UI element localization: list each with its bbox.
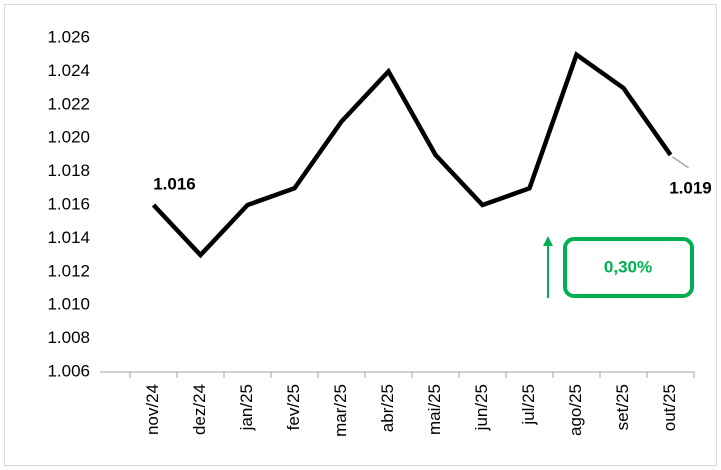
y-tick-label: 1.018 <box>47 161 90 180</box>
leader-line <box>672 156 689 169</box>
chart-border <box>4 4 717 466</box>
x-tick-label: mai/25 <box>425 384 444 435</box>
y-tick-label: 1.026 <box>47 27 90 46</box>
x-tick-label: jan/25 <box>237 384 256 431</box>
y-tick-label: 1.022 <box>47 94 90 113</box>
line <box>151 51 673 259</box>
arrow-head <box>543 236 553 246</box>
y-tick-label: 1.020 <box>47 128 90 147</box>
y-tick-label: 1.006 <box>47 361 90 380</box>
y-tick-label: 1.016 <box>47 194 90 213</box>
data-label: 1.016 <box>153 174 196 193</box>
x-tick-label: jul/25 <box>519 384 538 426</box>
data-label: 1.019 <box>669 178 712 197</box>
y-tick-label: 1.008 <box>47 328 90 347</box>
y-tick-label: 1.014 <box>47 228 90 247</box>
annotation-box <box>563 237 694 298</box>
x-tick-label: out/25 <box>660 384 679 431</box>
y-tick-label: 1.012 <box>47 261 90 280</box>
annotation: 0,30% <box>604 257 652 276</box>
x-tick-label: abr/25 <box>378 384 397 432</box>
x-tick-label: jun/25 <box>472 384 491 431</box>
x-tick-label: mar/25 <box>331 384 350 437</box>
x-tick-label: nov/24 <box>143 384 162 435</box>
x-tick-label: fev/25 <box>284 384 303 430</box>
x-tick-label: dez/24 <box>190 384 209 435</box>
x-tick-label: set/25 <box>613 384 632 430</box>
x-tick-label: ago/25 <box>566 384 585 436</box>
y-tick-label: 1.010 <box>47 295 90 314</box>
y-tick-label: 1.024 <box>47 61 90 80</box>
